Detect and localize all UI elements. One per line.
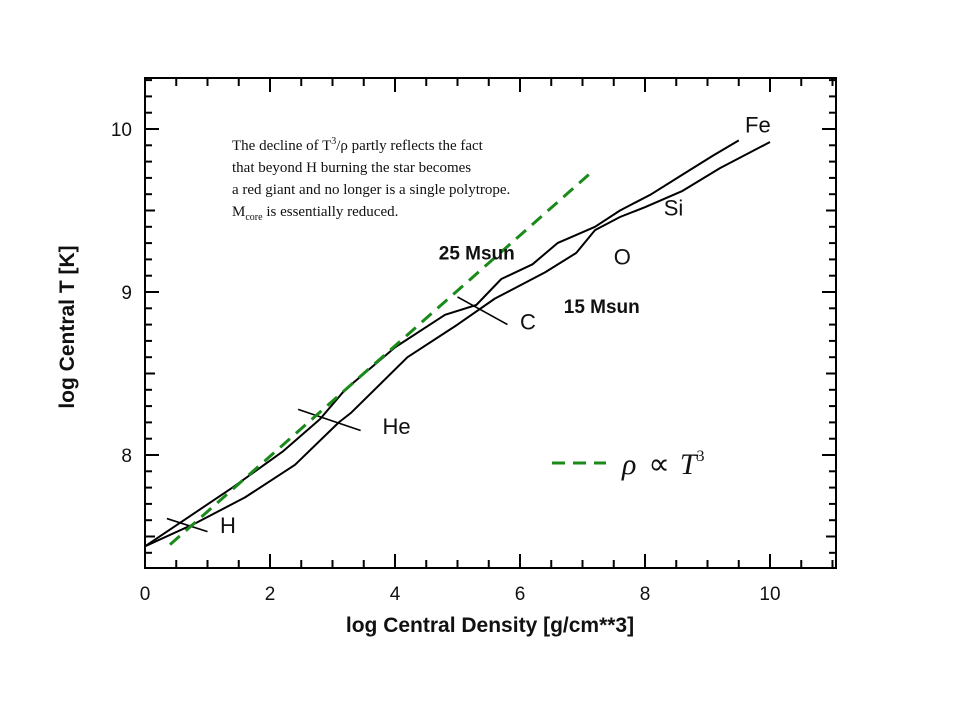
annotation-label: O [614,244,631,269]
note-line-1: The decline of T3/ρ partly reflects the … [232,136,484,154]
y-axis-title: log Central T [K] [56,245,79,408]
stage-markers [166,296,508,533]
note-line-2: that beyond H burning the star becomes [232,160,471,176]
plot-frame [144,77,837,569]
axes: 0 2 4 6 8 10 8 9 10 [111,77,837,605]
annotation-label: 15 Msun [564,297,640,318]
note-line-4: Mcore is essentially reduced. [232,204,398,223]
x-tick-label: 4 [390,584,401,605]
annotation-label: H [220,513,236,538]
stage-marker [166,517,208,533]
annotation-label: Fe [745,112,771,137]
x-tick-label: 0 [140,584,151,605]
annotation-labels: H He C O Si Fe 25 Msun 15 Msun [220,112,771,538]
y-tick-label: 10 [111,120,132,141]
x-tick-label: 2 [265,584,276,605]
annotation-label: C [520,309,536,334]
y-tick-label: 8 [121,446,132,467]
annotation-label: 25 Msun [439,243,515,264]
legend-label: ρ ∝ T3 [621,448,705,481]
annotation-label: Si [664,195,684,220]
note-line-3: a red giant and no longer is a single po… [232,182,510,198]
track-25-msun [144,139,740,548]
x-axis-title: log Central Density [g/cm**3] [346,614,634,637]
track-15-msun [144,141,771,548]
y-tick-label: 9 [121,283,132,304]
legend: ρ ∝ T3 [552,448,705,481]
x-tick-label: 10 [759,584,780,605]
x-tick-label: 8 [640,584,651,605]
reference-line [169,173,590,546]
tracks [144,139,771,548]
stage-marker [457,296,508,326]
annotation-label: He [383,414,411,439]
reference-line-group [169,173,590,546]
x-tick-label: 6 [515,584,526,605]
stage-marker [297,408,361,432]
